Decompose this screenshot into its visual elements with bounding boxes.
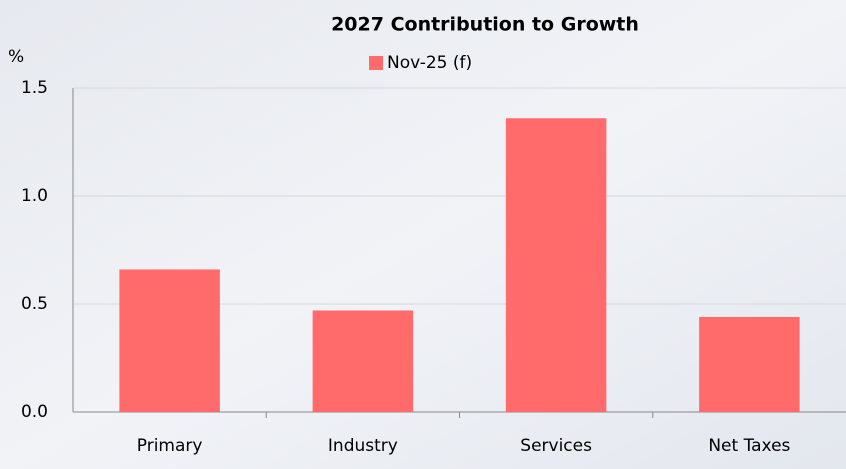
bar	[699, 316, 800, 412]
chart-title: 2027 Contribution to Growth	[331, 14, 639, 36]
x-tick-label: Services	[520, 436, 592, 456]
x-tick-label: Primary	[137, 436, 203, 456]
y-tick-label: 0.0	[21, 402, 48, 422]
legend-swatch	[369, 56, 383, 70]
y-tick-label: 1.0	[21, 186, 48, 206]
y-axis-label: %	[8, 47, 24, 67]
legend-label: Nov-25 (f)	[387, 53, 472, 73]
bar	[505, 118, 607, 413]
bar	[312, 310, 414, 412]
bar	[119, 269, 220, 412]
y-tick-label: 0.5	[21, 294, 48, 314]
y-tick-label: 1.5	[21, 78, 48, 98]
x-tick-label: Industry	[328, 436, 398, 456]
x-tick-label: Net Taxes	[708, 436, 790, 456]
